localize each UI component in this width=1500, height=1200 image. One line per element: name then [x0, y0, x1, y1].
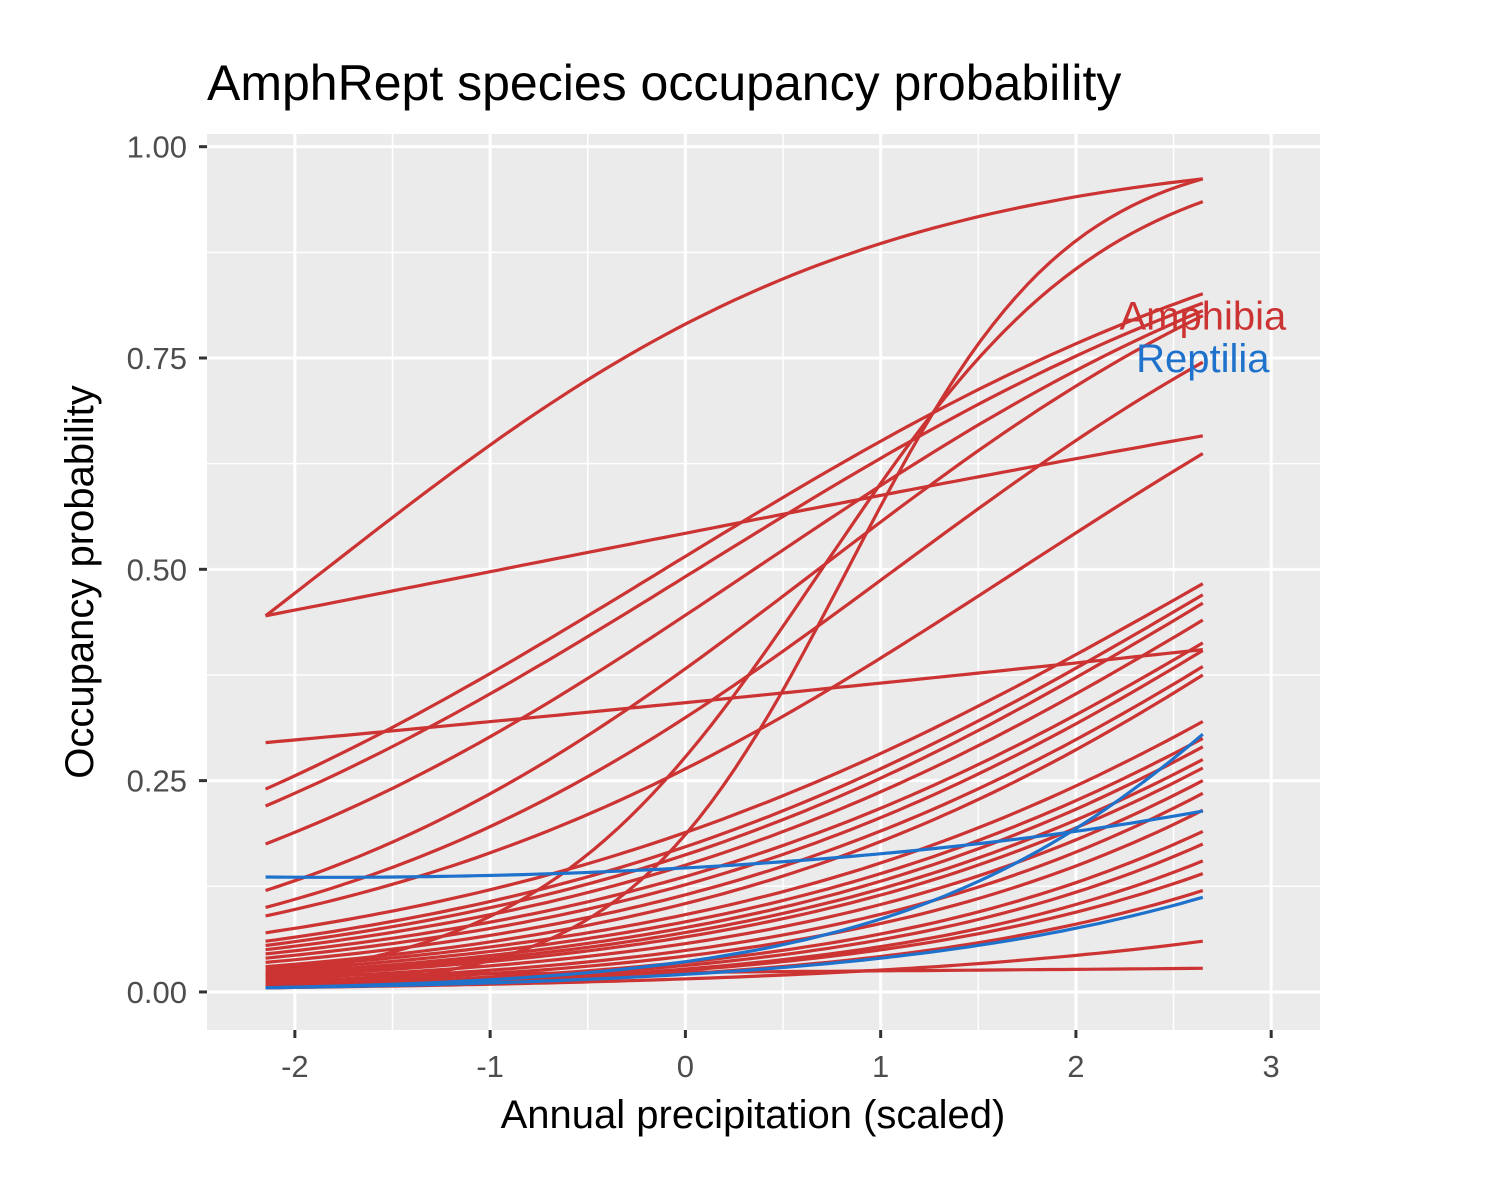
series-line-amphibia-17	[265, 649, 1204, 960]
series-line-amphibia-21	[265, 736, 1204, 973]
series-line-amphibia-2	[265, 434, 1204, 618]
chart-title: AmphRept species occupancy probability	[207, 55, 1121, 111]
group-label-amphibia: Amphibia	[1119, 295, 1287, 339]
x-axis: -2 -1 0 1 2 3	[281, 1030, 1280, 1084]
y-tick-label: 0.75	[127, 341, 187, 376]
series-line-amphibia-23	[265, 758, 1204, 977]
y-axis: 0.00 0.25 0.50 0.75 1.00	[127, 130, 207, 1010]
series-line-amphibia-16	[265, 641, 1204, 956]
series-line-amphibia-6	[264, 292, 1204, 791]
series-line-amphibia-18	[265, 665, 1204, 964]
y-tick-label: 0.25	[127, 764, 187, 799]
x-axis-title: Annual precipitation (scaled)	[501, 1093, 1006, 1137]
y-tick-label: 1.00	[127, 130, 187, 165]
series-line-reptilia-36	[265, 732, 1204, 990]
series-line-amphibia-20	[265, 720, 1204, 970]
y-tick-label: 0.50	[127, 552, 187, 587]
y-axis-title: Occupancy probability	[58, 385, 102, 779]
series-line-amphibia-8	[265, 309, 1204, 846]
series-line-amphibia-27	[265, 808, 1204, 986]
series-line-amphibia-10	[265, 360, 1204, 909]
series-line-amphibia-25	[265, 779, 1204, 981]
series-line-amphibia-14	[265, 601, 1204, 948]
series-line-amphibia-22	[265, 745, 1204, 975]
series-line-amphibia-15	[265, 618, 1204, 952]
series-line-amphibia-12	[265, 582, 1204, 935]
series-line-amphibia-1	[264, 177, 1203, 618]
group-label-reptilia: Reptilia	[1136, 337, 1270, 381]
x-tick-label: 0	[677, 1049, 694, 1084]
series-line-amphibia-5	[265, 648, 1203, 745]
series-line-amphibia-13	[265, 593, 1204, 943]
series-line-reptilia-37	[265, 895, 1204, 990]
y-tick-label: 0.00	[127, 975, 187, 1010]
x-tick-label: -2	[281, 1049, 309, 1084]
series-layer	[264, 177, 1204, 990]
series-line-amphibia-19	[265, 673, 1204, 969]
series-line-amphibia-9	[265, 314, 1204, 893]
x-tick-label: -1	[476, 1049, 504, 1084]
series-line-amphibia-24	[265, 766, 1204, 979]
x-tick-label: 1	[872, 1049, 889, 1084]
series-line-amphibia-4	[265, 200, 1204, 977]
x-tick-label: 2	[1067, 1049, 1084, 1084]
x-tick-label: 3	[1263, 1049, 1280, 1084]
series-line-reptilia-35	[265, 809, 1204, 879]
series-line-amphibia-7	[264, 301, 1204, 808]
